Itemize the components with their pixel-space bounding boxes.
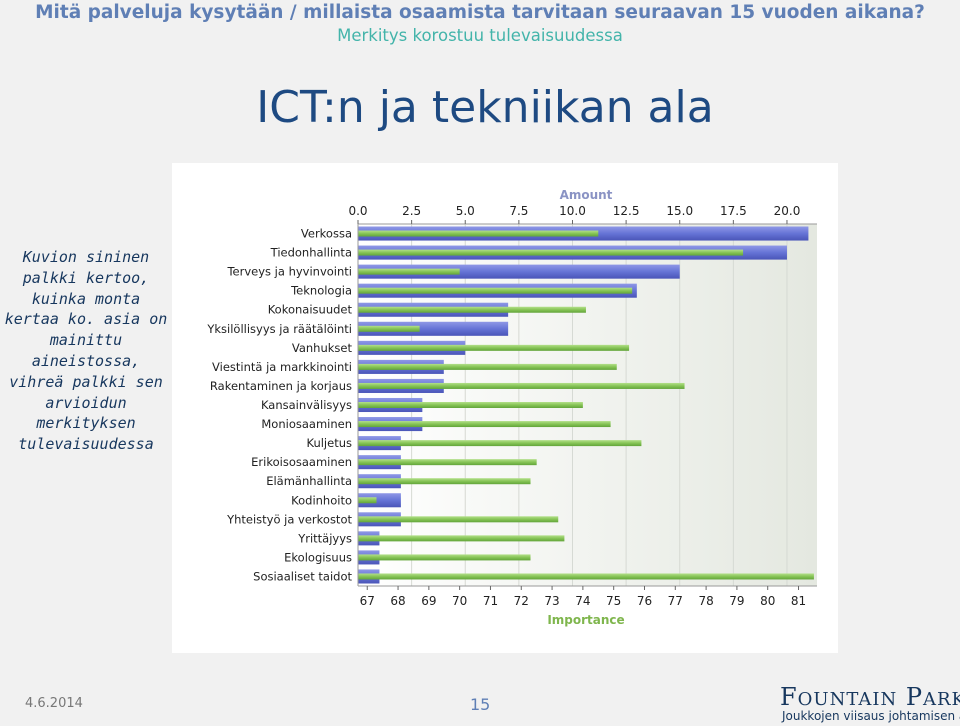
bar-importance <box>358 535 565 542</box>
bar-importance <box>358 249 744 256</box>
bar-importance <box>358 382 685 389</box>
side-note: Kuvion sininen palkki kertoo, kuinka mon… <box>4 248 168 454</box>
bar-importance <box>358 459 537 466</box>
bar-amount <box>358 321 509 336</box>
bottom-axis-title: Importance <box>547 613 624 627</box>
bottom-axis-tick-label: 72 <box>514 594 529 608</box>
category-label: Yhteistyö ja verkostot <box>226 512 352 526</box>
bar-importance <box>358 287 633 294</box>
page-number: 15 <box>470 695 491 714</box>
logo-tagline: Joukkojen viisaus johtamisen arkeen <box>782 709 960 723</box>
bottom-axis-tick-label: 81 <box>791 594 806 608</box>
top-axis-tick-label: 15.0 <box>666 204 693 218</box>
top-axis: 0.0 2.5 5.0 7.5 10.0 12.5 15.0 17.5 20.0 <box>348 204 800 224</box>
bar-importance <box>358 402 583 408</box>
top-axis-tick-label: 0.0 <box>348 204 367 218</box>
bar-importance <box>358 516 559 523</box>
top-axis-tick-label: 7.5 <box>509 204 528 218</box>
fountain-park-logo: FOUNTAIN PARK Joukkojen viisaus johtamis… <box>780 683 960 726</box>
category-label: Terveys ja hyvinvointi <box>226 265 352 279</box>
category-label: Verkossa <box>301 227 352 241</box>
bottom-axis-tick-label: 76 <box>637 594 652 608</box>
bar-importance <box>358 344 630 351</box>
bottom-axis-tick-label: 68 <box>390 594 405 608</box>
bottom-axis-tick-label: 78 <box>698 594 713 608</box>
slide-date: 4.6.2014 <box>25 696 83 711</box>
bottom-axis-tick-label: 67 <box>360 594 375 608</box>
category-label: Teknologia <box>290 284 352 298</box>
top-axis-title: Amount <box>560 188 613 202</box>
category-labels: Verkossa Tiedonhallinta Terveys ja hyvinvo… <box>206 227 352 584</box>
bar-importance <box>358 363 617 370</box>
chart-panel: 0.0 2.5 5.0 7.5 10.0 12.5 15.0 17.5 20.0 67 68 69 7… <box>172 163 838 653</box>
bar-amount <box>358 493 401 508</box>
header-subtitle: Merkitys korostuu tulevaisuudessa <box>337 26 623 45</box>
category-label: Sosiaaliset taidot <box>253 569 352 583</box>
category-label: Moniosaaminen <box>261 417 352 431</box>
category-label: Elämänhallinta <box>266 474 352 488</box>
top-axis-tick-label: 2.5 <box>402 204 421 218</box>
bar-importance <box>358 554 531 561</box>
header-title: Mitä palveluja kysytään / millaista osaa… <box>35 2 925 23</box>
bottom-axis-tick-label: 70 <box>452 594 467 608</box>
bottom-axis: 67 68 69 70 71 72 73 74 75 76 77 78 79 80 81 <box>360 586 806 608</box>
bottom-axis-tick-label: 77 <box>668 594 683 608</box>
bottom-axis-tick-label: 71 <box>483 594 498 608</box>
bar-chart: 0.0 2.5 5.0 7.5 10.0 12.5 15.0 17.5 20.0 67 68 69 7… <box>206 188 817 627</box>
category-label: Kodinhoito <box>291 493 352 507</box>
bottom-axis-tick-label: 69 <box>421 594 436 608</box>
slide-title: ICT:n ja tekniikan ala <box>256 82 714 133</box>
category-label: Yksilöllisyys ja räätälöinti <box>206 322 352 336</box>
category-label: Rakentaminen ja korjaus <box>210 379 352 393</box>
bars <box>358 226 814 584</box>
top-axis-tick-label: 20.0 <box>774 204 801 218</box>
bar-amount <box>358 264 680 279</box>
bar-importance <box>358 306 586 313</box>
bar-importance <box>358 497 377 504</box>
category-label: Kokonaisuudet <box>268 303 353 317</box>
bottom-axis-tick-label: 79 <box>729 594 744 608</box>
bottom-axis-tick-label: 75 <box>606 594 621 608</box>
bar-importance <box>358 421 611 428</box>
category-label: Yrittäjyys <box>297 531 352 545</box>
bar-importance <box>358 230 599 237</box>
bar-importance <box>358 440 642 447</box>
category-label: Tiedonhallinta <box>270 246 352 260</box>
top-axis-tick-label: 12.5 <box>613 204 640 218</box>
bar-importance <box>358 478 531 485</box>
top-axis-tick-label: 17.5 <box>720 204 747 218</box>
category-label: Vanhukset <box>292 341 353 355</box>
bar-importance <box>358 268 460 275</box>
logo-wordmark: FOUNTAIN PARK <box>780 683 960 711</box>
bottom-axis-tick-label: 73 <box>544 594 559 608</box>
bar-importance <box>358 325 420 332</box>
category-label: Kansainvälisyys <box>261 398 352 412</box>
bar-importance <box>358 573 814 580</box>
bottom-axis-tick-label: 74 <box>575 594 590 608</box>
top-axis-tick-label: 5.0 <box>456 204 475 218</box>
category-label: Viestintä ja markkinointi <box>212 360 352 374</box>
category-label: Erikoisosaaminen <box>251 455 352 469</box>
top-axis-tick-label: 10.0 <box>559 204 586 218</box>
bottom-axis-tick-label: 80 <box>760 594 775 608</box>
category-label: Kuljetus <box>306 436 352 450</box>
category-label: Ekologisuus <box>284 550 352 564</box>
